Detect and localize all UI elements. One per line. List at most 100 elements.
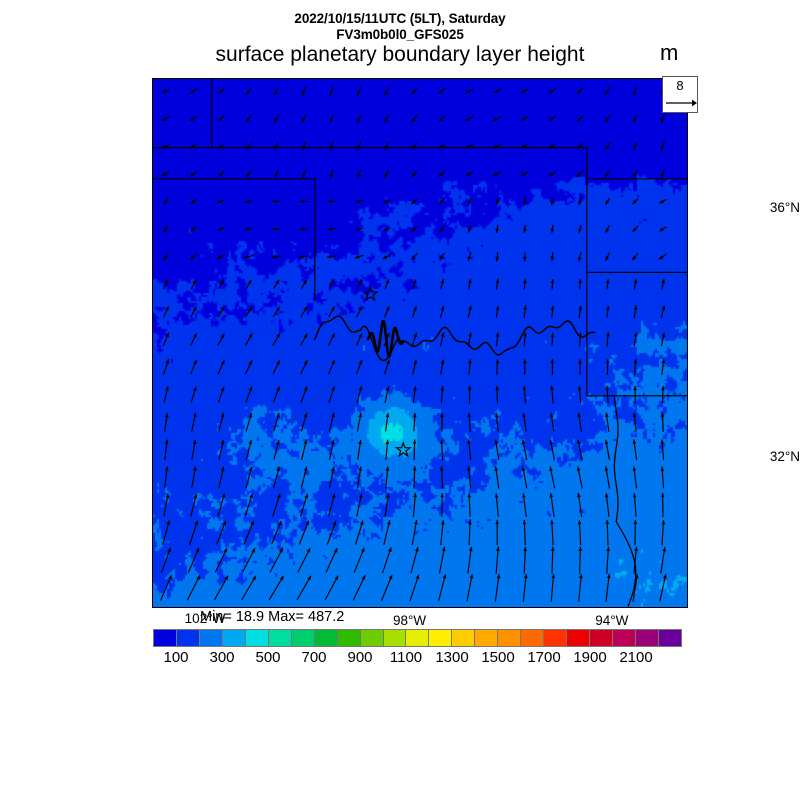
- wind-vector-head: [358, 466, 363, 471]
- wind-vector: [437, 574, 447, 602]
- colorbar-tick-label: 100: [163, 649, 189, 666]
- wind-vector: [324, 575, 339, 601]
- wind-vector-head: [220, 466, 225, 472]
- wind-vector-head: [440, 332, 445, 338]
- wind-vector: [298, 520, 310, 545]
- wind-vector-head: [661, 386, 665, 391]
- wind-vector-head: [358, 359, 363, 365]
- wind-vector-head: [578, 228, 582, 233]
- wind-vector-head: [277, 521, 282, 526]
- wind-vector-head: [357, 118, 361, 123]
- wind-vector: [551, 519, 554, 546]
- wind-vector-head: [382, 255, 388, 259]
- wind-vector-head: [522, 520, 527, 525]
- wind-vector-head: [577, 492, 581, 498]
- wind-vector-head: [660, 439, 665, 444]
- wind-vector: [579, 546, 581, 574]
- page-title: surface planetary boundary layer height: [215, 43, 585, 66]
- wind-vector-head: [522, 412, 526, 418]
- wind-vector: [551, 546, 554, 574]
- wind-vector-head: [468, 305, 472, 311]
- wind-vector-head: [469, 574, 474, 579]
- wind-vector-head: [632, 255, 637, 261]
- wind-vector-head: [440, 413, 444, 418]
- wind-vector-head: [220, 279, 224, 284]
- wind-vector-head: [167, 547, 171, 553]
- wind-vector: [438, 546, 446, 574]
- wind-vector-head: [551, 573, 556, 579]
- wind-vector-head: [302, 90, 306, 96]
- wind-vector-head: [661, 359, 666, 364]
- wind-vector-head: [411, 227, 416, 232]
- wind-vector-head: [221, 493, 226, 498]
- wind-vector-head: [277, 493, 281, 498]
- wind-vector-head: [495, 305, 500, 311]
- wind-vector: [467, 546, 472, 574]
- map-border-line: [366, 319, 405, 358]
- wind-vector-head: [272, 199, 277, 204]
- wind-vector-head: [304, 493, 308, 499]
- wind-vector-head: [633, 145, 637, 150]
- wind-vector: [269, 547, 284, 573]
- wind-vector-head: [413, 306, 417, 311]
- wind-vector-head: [161, 172, 167, 177]
- wind-vector-head: [661, 520, 666, 525]
- wind-vector-head: [385, 466, 390, 471]
- wind-vector-head: [275, 306, 280, 312]
- lon-label-94w: 94°W: [595, 613, 629, 628]
- wind-vector-head: [300, 199, 305, 204]
- wind-vector-head: [354, 254, 360, 259]
- wind-vector-head: [660, 174, 665, 179]
- wind-vector-head: [275, 279, 280, 285]
- wind-vector-head: [161, 144, 167, 149]
- wind-vector-head: [355, 199, 360, 204]
- wind-vector-head: [327, 199, 333, 204]
- colorbar: [153, 629, 682, 647]
- wind-vector-head: [189, 117, 195, 122]
- wind-vector-head: [412, 279, 417, 284]
- wind-vector-head: [415, 547, 419, 552]
- wind-vector-head: [165, 332, 169, 338]
- wind-vector-head: [222, 520, 226, 526]
- wind-vector-head: [218, 117, 223, 122]
- wind-vector-head: [493, 89, 498, 93]
- map-plot-area: [152, 78, 688, 608]
- wind-vector-head: [196, 575, 200, 580]
- wind-vector-head: [272, 227, 278, 231]
- wind-vector-head: [217, 199, 222, 204]
- wind-vector: [411, 519, 418, 546]
- wind-vector-head: [193, 466, 197, 471]
- wind-vector-head: [548, 117, 554, 122]
- wind-vector-head: [493, 172, 498, 176]
- wind-vector-head: [276, 466, 280, 472]
- wind-vector: [325, 547, 338, 573]
- wind-vector: [578, 573, 582, 602]
- wind-vector-head: [251, 548, 255, 553]
- colorbar-tick-label: 1300: [435, 649, 469, 666]
- wind-vector-head: [549, 440, 553, 445]
- wind-vector-head: [662, 547, 667, 552]
- wind-vector-head: [331, 466, 335, 472]
- wind-vector-head: [633, 117, 637, 123]
- wind-vector-head: [245, 199, 250, 204]
- lon-label-98w: 98°W: [392, 613, 427, 628]
- wind-vector-head: [576, 117, 582, 122]
- wind-vector-head: [521, 439, 526, 444]
- wind-vector: [661, 520, 665, 546]
- wind-vector: [606, 519, 609, 546]
- right-arrow-icon: [666, 99, 697, 107]
- wind-vector-head: [248, 306, 253, 311]
- colorbar-segment: [635, 630, 658, 646]
- wind-vector-head: [163, 200, 168, 205]
- wind-vector-head: [438, 172, 443, 177]
- min-max-annotation: Min= 18.9 Max= 487.2: [200, 609, 345, 625]
- wind-vector-head: [361, 547, 365, 553]
- colorbar-segment: [612, 630, 636, 646]
- wind-vector-head: [220, 306, 225, 311]
- wind-vector-head: [523, 228, 527, 233]
- wind-vector-head: [468, 332, 472, 337]
- colorbar-segment: [154, 630, 176, 646]
- wind-vector-head: [189, 89, 195, 94]
- wind-vector-head: [523, 278, 527, 284]
- wind-vector-head: [468, 359, 472, 364]
